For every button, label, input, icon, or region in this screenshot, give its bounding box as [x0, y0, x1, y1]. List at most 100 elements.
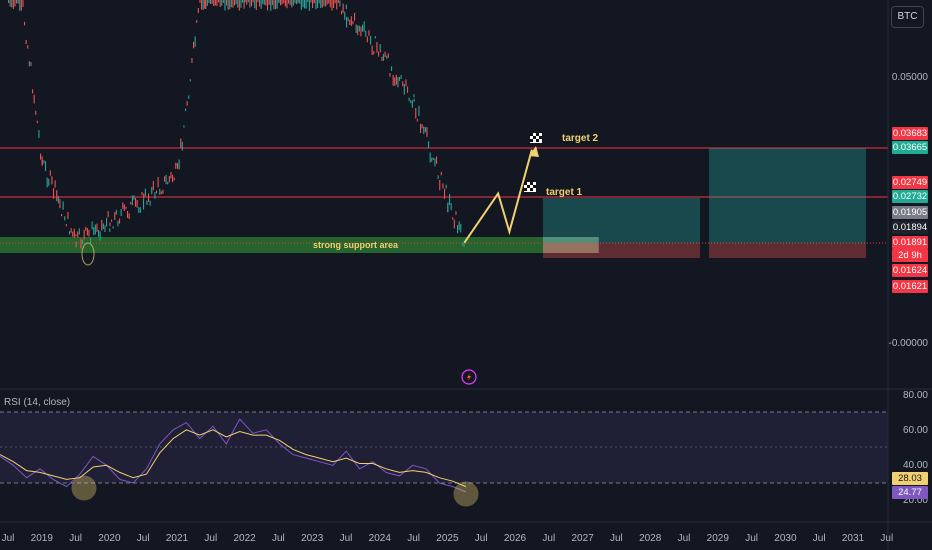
candle-26 — [48, 178, 50, 186]
rsi-tick-40: 40.00 — [902, 460, 928, 471]
candle-143 — [229, 0, 231, 10]
candle-242 — [381, 56, 383, 61]
candle-181 — [288, 0, 290, 4]
candle-156 — [249, 0, 251, 8]
time-tick: Jul — [136, 533, 150, 544]
rsi-legend[interactable]: RSI (14, close) — [4, 397, 71, 408]
candle-176 — [280, 0, 282, 6]
candle-8 — [20, 0, 22, 11]
candle-65 — [109, 228, 111, 232]
candle-180 — [286, 0, 288, 9]
candle-197 — [312, 0, 314, 4]
candle-177 — [281, 0, 283, 5]
rsi-ma-badge: 28.03 — [892, 472, 928, 485]
candle-161 — [257, 0, 259, 3]
candle-283 — [445, 184, 447, 189]
candle-35 — [62, 201, 64, 210]
candle-261 — [411, 100, 413, 108]
position-loss-box-1 — [543, 243, 700, 258]
candle-74 — [122, 202, 124, 209]
candle-138 — [221, 0, 223, 6]
candle-193 — [307, 0, 309, 2]
candle-232 — [366, 36, 368, 43]
time-tick: Jul — [1, 533, 15, 544]
candle-116 — [186, 101, 188, 106]
candle-255 — [402, 81, 404, 87]
time-tick: 2027 — [571, 533, 594, 544]
candle-117 — [188, 95, 190, 99]
candle-25 — [46, 177, 48, 188]
target-1-label: target 1 — [546, 187, 583, 198]
candle-185 — [294, 0, 296, 4]
rsi-ma-line — [0, 429, 467, 488]
candle-214 — [339, 0, 341, 7]
candle-18 — [36, 120, 38, 124]
candle-19 — [38, 130, 40, 138]
candle-268 — [421, 124, 423, 129]
candle-90 — [146, 200, 148, 205]
candle-233 — [368, 30, 370, 36]
candle-57 — [96, 223, 98, 232]
lightning-icon[interactable] — [461, 369, 477, 385]
candle-287 — [450, 203, 452, 211]
candle-281 — [442, 183, 444, 189]
candle-49 — [83, 229, 85, 240]
price-tick-0-05: 0.05000 — [891, 72, 928, 83]
candle-253 — [399, 76, 401, 81]
candle-278 — [437, 175, 439, 179]
candle-274 — [431, 157, 433, 162]
candle-70 — [115, 209, 117, 215]
flag-icon-target-1 — [524, 182, 536, 192]
candle-53 — [90, 237, 92, 244]
candle-40 — [70, 228, 72, 233]
candle-234 — [370, 35, 372, 45]
candle-83 — [136, 200, 138, 208]
candle-165 — [263, 0, 265, 5]
candle-237 — [374, 36, 376, 39]
candle-81 — [133, 195, 135, 200]
candle-167 — [267, 0, 269, 11]
candle-249 — [392, 75, 394, 86]
candle-166 — [265, 0, 267, 6]
candle-210 — [333, 0, 335, 8]
candle-141 — [226, 0, 228, 6]
candle-130 — [208, 0, 210, 3]
time-tick: 2030 — [774, 533, 797, 544]
candle-114 — [183, 125, 185, 128]
price-candles — [8, 0, 465, 249]
candle-122 — [196, 20, 198, 23]
candle-17 — [35, 110, 37, 115]
candle-267 — [420, 123, 422, 133]
rsi-value-badge: 24.77 — [892, 486, 928, 499]
candle-84 — [138, 207, 140, 213]
candle-14 — [30, 62, 32, 67]
flag-icon-target-2 — [530, 133, 542, 143]
candle-112 — [180, 138, 182, 149]
candle-103 — [167, 181, 169, 185]
candle-29 — [53, 188, 55, 199]
symbol-button[interactable]: BTC — [891, 6, 924, 28]
candle-50 — [85, 226, 87, 231]
candle-160 — [255, 0, 257, 10]
price-badge-2: 0.02749 — [892, 176, 928, 189]
position-profit-box-1 — [543, 198, 700, 243]
candle-217 — [344, 11, 346, 20]
candle-163 — [260, 0, 262, 9]
candle-71 — [117, 220, 119, 227]
candle-247 — [389, 73, 391, 77]
candle-238 — [376, 42, 378, 53]
candle-62 — [104, 225, 106, 232]
rsi-band — [0, 412, 888, 483]
candle-178 — [283, 0, 285, 4]
candle-3 — [12, 0, 14, 9]
candle-44 — [75, 241, 77, 248]
projection-arrow — [463, 149, 533, 244]
candle-251 — [395, 74, 397, 85]
candle-246 — [387, 53, 389, 58]
candle-100 — [162, 189, 164, 194]
candle-270 — [424, 127, 426, 133]
candle-56 — [94, 224, 96, 235]
candle-13 — [28, 61, 30, 67]
candle-158 — [252, 0, 254, 3]
